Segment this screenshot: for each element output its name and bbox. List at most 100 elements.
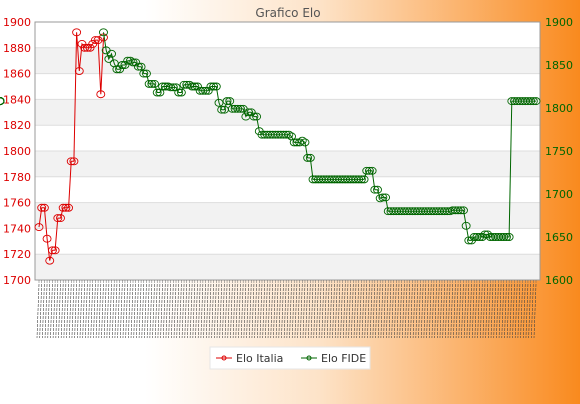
x-tick-label-mark	[351, 283, 354, 339]
data-point	[136, 62, 146, 71]
x-tick-label-mark	[342, 283, 346, 339]
x-tick-label-mark	[60, 283, 64, 339]
x-tick-label-mark	[141, 283, 145, 339]
x-tick-label-mark	[203, 283, 206, 339]
data-point	[528, 97, 538, 106]
x-tick-label-mark	[176, 283, 179, 339]
x-tick-label-mark	[168, 283, 171, 339]
data-point	[364, 166, 374, 175]
x-tick-label-mark	[410, 283, 413, 339]
x-tick-label-mark	[286, 283, 290, 339]
x-tick-label-mark	[525, 283, 529, 339]
x-tick-label-mark	[512, 283, 515, 339]
x-tick-label-mark	[189, 283, 193, 339]
x-tick-label-mark	[235, 283, 239, 339]
x-tick-label-mark	[93, 283, 96, 339]
x-tick-label-mark	[138, 283, 142, 339]
x-tick-label-mark	[514, 283, 518, 339]
legend-marker	[221, 355, 227, 361]
x-tick-label-mark	[119, 283, 123, 339]
x-tick-label-mark	[222, 283, 225, 339]
data-point	[47, 246, 57, 255]
data-point	[222, 97, 232, 106]
x-tick-label-mark	[227, 283, 231, 339]
x-tick-label-mark	[289, 283, 292, 339]
data-point	[381, 193, 391, 202]
legend-box	[209, 346, 371, 370]
x-tick-label-mark	[396, 283, 400, 339]
data-point	[459, 206, 468, 215]
x-tick-label-mark	[278, 283, 282, 339]
data-point	[168, 83, 178, 92]
x-tick-label-mark	[426, 283, 429, 339]
right-tick-label: 1800	[545, 102, 573, 115]
x-tick-label-mark	[528, 283, 531, 339]
data-point	[370, 185, 380, 194]
data-point	[82, 43, 92, 52]
x-tick-label-mark	[160, 283, 163, 339]
x-tick-label-mark	[232, 283, 236, 339]
data-point	[128, 58, 138, 67]
data-point	[61, 203, 71, 212]
x-tick-label-mark	[128, 283, 131, 339]
x-tick-label-mark	[313, 283, 317, 339]
data-point	[53, 214, 63, 223]
x-tick-label-mark	[380, 283, 384, 339]
right-tick-label: 1750	[545, 145, 573, 158]
data-point	[179, 80, 189, 89]
x-tick-label-mark	[240, 283, 244, 339]
x-tick-label-mark	[439, 283, 443, 339]
x-tick-label-mark	[418, 283, 421, 339]
chart-title: Grafico Elo	[255, 6, 320, 20]
data-point	[233, 104, 243, 113]
x-tick-label-mark	[219, 283, 222, 339]
left-tick-label: 1800	[3, 145, 31, 158]
data-point	[117, 61, 127, 69]
right-tick-label: 1900	[545, 16, 573, 29]
x-tick-label-mark	[498, 283, 502, 339]
left-tick-label: 1760	[3, 197, 31, 210]
x-tick-label-mark	[125, 283, 128, 339]
data-point	[64, 203, 74, 212]
x-tick-label-mark	[377, 283, 381, 339]
x-tick-label-mark	[356, 283, 359, 339]
data-point	[133, 62, 143, 71]
x-tick-label-mark	[265, 283, 268, 339]
data-point	[203, 86, 213, 95]
data-point	[236, 104, 245, 113]
x-tick-label-mark	[87, 283, 91, 339]
x-tick-label-mark	[353, 283, 357, 339]
x-tick-label-mark	[117, 283, 120, 339]
x-tick-label-mark	[359, 283, 362, 339]
left-tick-label: 1780	[3, 171, 31, 184]
data-point	[99, 28, 108, 37]
x-tick-label-mark	[208, 283, 212, 339]
legend-item: Elo FIDE	[301, 352, 366, 365]
x-tick-label-mark	[326, 283, 330, 339]
x-tick-label-mark	[496, 283, 499, 339]
x-tick-label-mark	[471, 283, 475, 339]
legend-marker	[306, 355, 312, 361]
data-point	[34, 223, 44, 232]
data-point	[166, 83, 176, 92]
x-tick-label-mark	[133, 283, 137, 339]
data-point	[112, 65, 122, 74]
x-tick-label-mark	[95, 283, 99, 339]
data-point	[461, 221, 471, 230]
x-tick-label-mark	[423, 283, 427, 339]
left-tick-label: 1700	[3, 274, 31, 287]
data-point	[131, 58, 141, 67]
data-point	[125, 56, 135, 65]
x-tick-label-mark	[318, 283, 322, 339]
plot-area: 1700 1720 1740 1760 1780 1800 1820 1840 1860 1880…	[0, 16, 573, 339]
x-tick-label-mark	[181, 283, 185, 339]
data-point	[483, 230, 493, 239]
series-line	[38, 32, 104, 261]
x-tick-label-mark	[367, 283, 370, 339]
x-tick-label-mark	[490, 283, 494, 339]
x-tick-label-mark	[109, 283, 112, 339]
data-point	[174, 88, 184, 97]
data-point	[531, 97, 541, 106]
left-tick-label: 1880	[3, 42, 31, 55]
